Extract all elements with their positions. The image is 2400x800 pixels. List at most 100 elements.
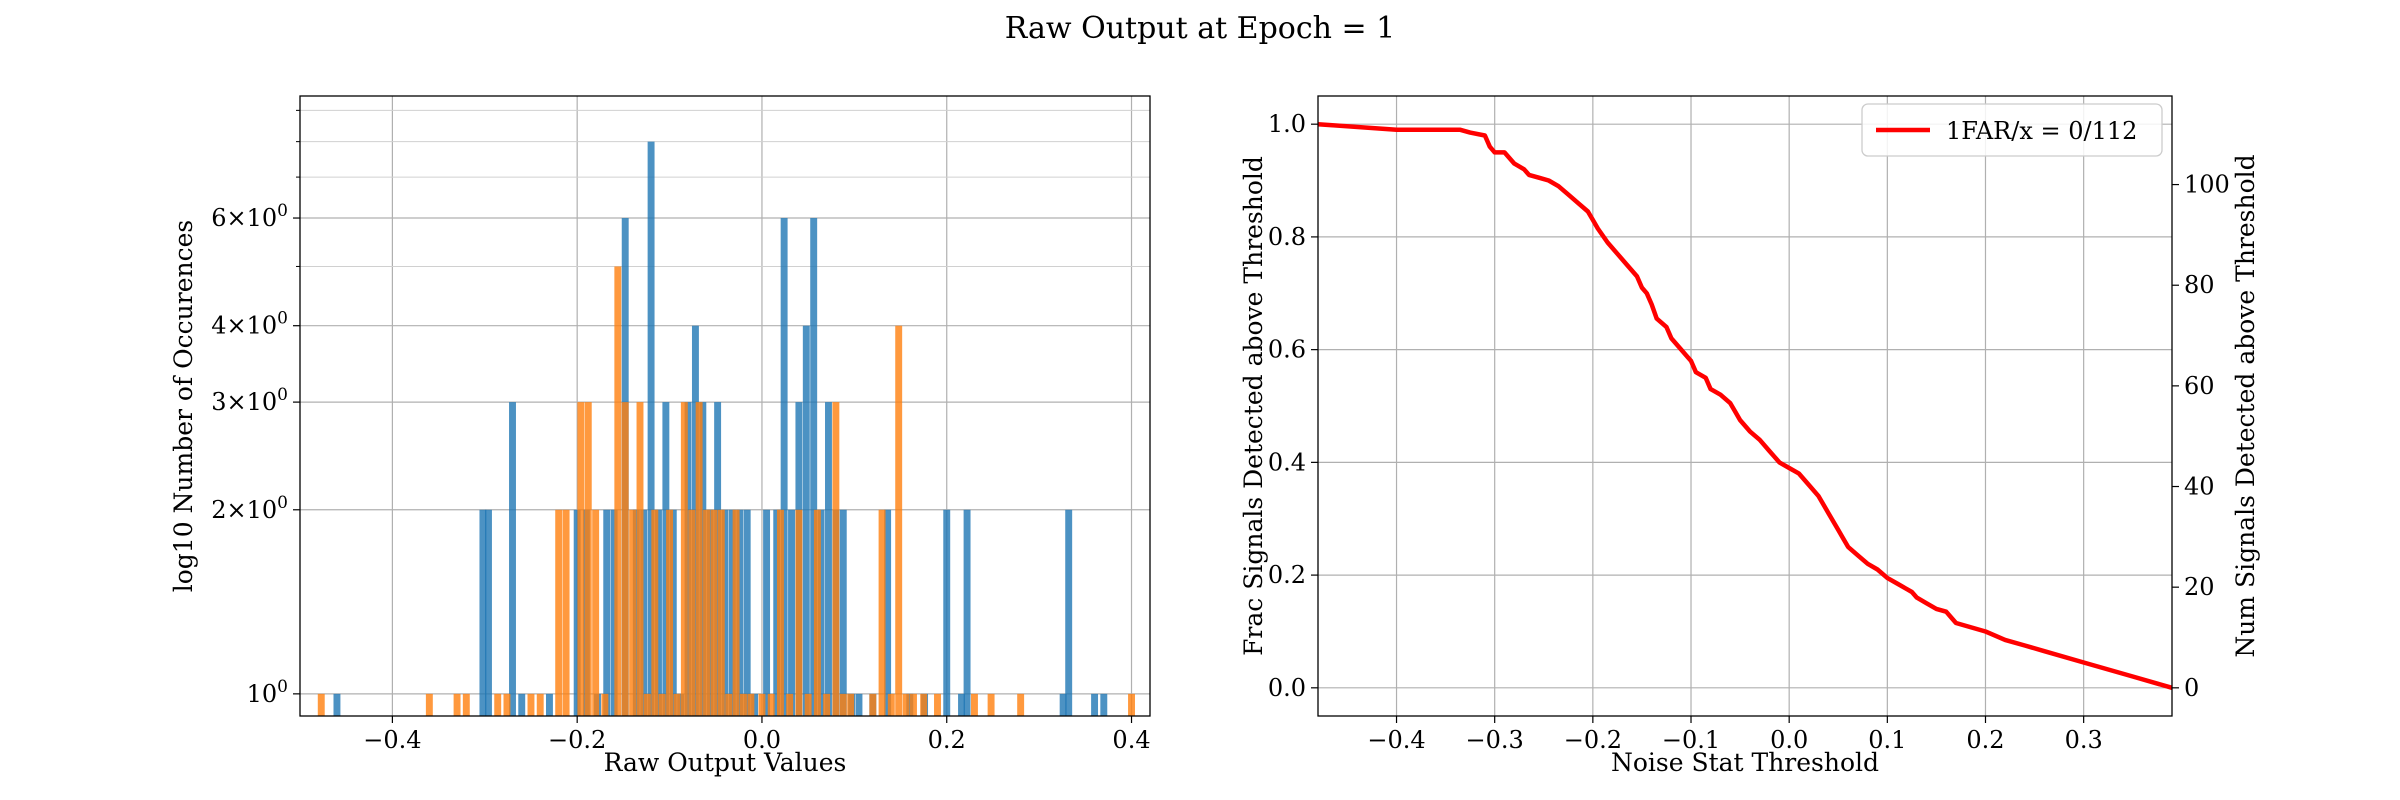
detection-curve-ticks: −0.4 −0.3 −0.2 −0.1 0.0 0.1 0.2 0.3 0.0 0.2 0.4 0.6… bbox=[1268, 110, 2230, 754]
histogram-bar bbox=[717, 509, 725, 716]
histogram-bar bbox=[503, 693, 511, 716]
detection-curve-y2-axis-label: Num Signals Detected above Threshold bbox=[2231, 154, 2260, 657]
detection-curve-y2-tick-label: 80 bbox=[2184, 271, 2215, 299]
histogram-x-tick-label: −0.4 bbox=[363, 726, 421, 754]
histogram-bar bbox=[832, 402, 840, 716]
histogram-bar bbox=[1065, 509, 1073, 716]
histogram-bar bbox=[934, 693, 941, 716]
histogram-bar bbox=[906, 693, 914, 716]
histogram-bar bbox=[902, 693, 910, 716]
histogram-panel: −0.4 −0.2 0.0 0.2 0.4 100 2×100 3×100 4×100 6×100… bbox=[169, 95, 1151, 777]
histogram-bar bbox=[677, 693, 685, 716]
histogram-bar bbox=[758, 693, 766, 716]
histogram-bar bbox=[786, 693, 794, 716]
histogram-y-tick-label: 4×100 bbox=[211, 309, 288, 340]
histogram-bar bbox=[825, 402, 832, 716]
histogram-bar bbox=[725, 693, 733, 716]
histogram-bar bbox=[527, 693, 535, 716]
histogram-bar bbox=[643, 693, 651, 716]
histogram-bar bbox=[479, 509, 487, 716]
detection-curve-x-axis-label: Noise Stat Threshold bbox=[1611, 748, 1879, 777]
histogram-bar bbox=[802, 325, 810, 716]
histogram-bar bbox=[691, 325, 699, 716]
histogram-bar bbox=[425, 693, 433, 716]
detection-curve-x-tick-label: −0.2 bbox=[1564, 726, 1622, 754]
histogram-bar bbox=[577, 402, 585, 716]
histogram-bar bbox=[573, 509, 581, 716]
histogram-bar bbox=[536, 693, 544, 716]
histogram-bar bbox=[584, 402, 592, 716]
histogram-bar bbox=[662, 402, 670, 716]
detection-curve-y-tick-label: 1.0 bbox=[1268, 110, 1306, 138]
histogram-bar bbox=[1100, 693, 1108, 716]
histogram-bar bbox=[317, 693, 325, 716]
figure-title: Raw Output at Epoch = 1 bbox=[1005, 11, 1396, 46]
histogram-bar bbox=[614, 266, 622, 716]
histogram-bar bbox=[603, 509, 611, 716]
histogram-bar bbox=[462, 693, 470, 716]
histogram-bars bbox=[317, 141, 1135, 717]
detection-curve-y2-tick-label: 100 bbox=[2184, 171, 2230, 199]
histogram-bar bbox=[751, 693, 759, 716]
detection-curve-x-tick-label: 0.3 bbox=[2065, 726, 2103, 754]
histogram-bar bbox=[1059, 693, 1067, 716]
histogram-x-tick-label: 0.0 bbox=[743, 726, 781, 754]
histogram-y-tick-label: 6×100 bbox=[211, 201, 288, 232]
histogram-bar bbox=[747, 693, 755, 716]
histogram-bar bbox=[453, 693, 461, 716]
histogram-bar bbox=[706, 509, 714, 716]
histogram-axes-frame bbox=[299, 95, 1151, 717]
histogram-bar bbox=[1128, 693, 1135, 716]
histogram-bar bbox=[695, 402, 703, 716]
histogram-bar bbox=[1017, 693, 1025, 716]
histogram-bar bbox=[884, 509, 892, 716]
histogram-bar bbox=[673, 693, 681, 716]
histogram-y-axis-label: log10 Number of Occurences bbox=[169, 220, 198, 593]
legend: 1FAR/x = 0/112 bbox=[1861, 103, 2163, 157]
histogram-bar bbox=[699, 402, 707, 716]
histogram-bar bbox=[669, 509, 677, 716]
histogram-bar bbox=[592, 509, 600, 716]
histogram-bar bbox=[601, 693, 609, 716]
histogram-bar bbox=[763, 509, 771, 716]
detection-curve-y-tick-label: 0.8 bbox=[1268, 223, 1306, 251]
detection-curve-grid bbox=[1318, 96, 2172, 716]
detection-curve-y-tick-label: 0.4 bbox=[1268, 448, 1306, 476]
histogram-bar bbox=[740, 693, 747, 716]
histogram-y-tick-label: 3×100 bbox=[211, 385, 288, 416]
histogram-bar bbox=[621, 402, 629, 716]
histogram-bar bbox=[839, 509, 847, 716]
histogram-bar bbox=[703, 509, 710, 716]
detection-curve-x-tick-label: 0.1 bbox=[1868, 726, 1906, 754]
detection-curve-x-tick-label: 0.0 bbox=[1770, 726, 1808, 754]
histogram-bar bbox=[958, 693, 965, 716]
histogram-bar bbox=[509, 402, 516, 716]
detection-curve-x-tick-label: −0.1 bbox=[1662, 726, 1720, 754]
detection-curve-y2-tick-label: 40 bbox=[2184, 473, 2215, 501]
histogram-bar bbox=[943, 509, 951, 716]
histogram-bar bbox=[1091, 693, 1099, 716]
histogram-bar bbox=[887, 693, 895, 716]
histogram-bar bbox=[963, 509, 971, 716]
histogram-bar bbox=[632, 509, 640, 716]
detection-curve-y2-tick-label: 60 bbox=[2184, 372, 2215, 400]
histogram-bar bbox=[684, 402, 692, 716]
histogram-x-tick-label: 0.4 bbox=[1112, 726, 1150, 754]
histogram-bar bbox=[795, 509, 803, 716]
histogram-x-axis-label: Raw Output Values bbox=[604, 748, 847, 777]
histogram-bar bbox=[651, 509, 659, 716]
detection-curve-y2-tick-label: 20 bbox=[2184, 573, 2215, 601]
histogram-bar bbox=[804, 693, 812, 716]
histogram-bar bbox=[767, 693, 775, 716]
histogram-bar bbox=[869, 693, 877, 716]
detection-curve-panel: −0.4 −0.3 −0.2 −0.1 0.0 0.1 0.2 0.3 0.0 0.2 0.4 0.6… bbox=[1239, 95, 2260, 777]
histogram-x-tick-label: −0.2 bbox=[548, 726, 606, 754]
histogram-bar bbox=[545, 693, 553, 716]
histogram-bar bbox=[680, 402, 688, 716]
histogram-bar bbox=[736, 509, 744, 716]
histogram-x-tick-label: 0.2 bbox=[928, 726, 966, 754]
histogram-bar bbox=[666, 509, 674, 716]
legend-frame bbox=[1861, 103, 2163, 157]
histogram-bar bbox=[658, 693, 666, 716]
